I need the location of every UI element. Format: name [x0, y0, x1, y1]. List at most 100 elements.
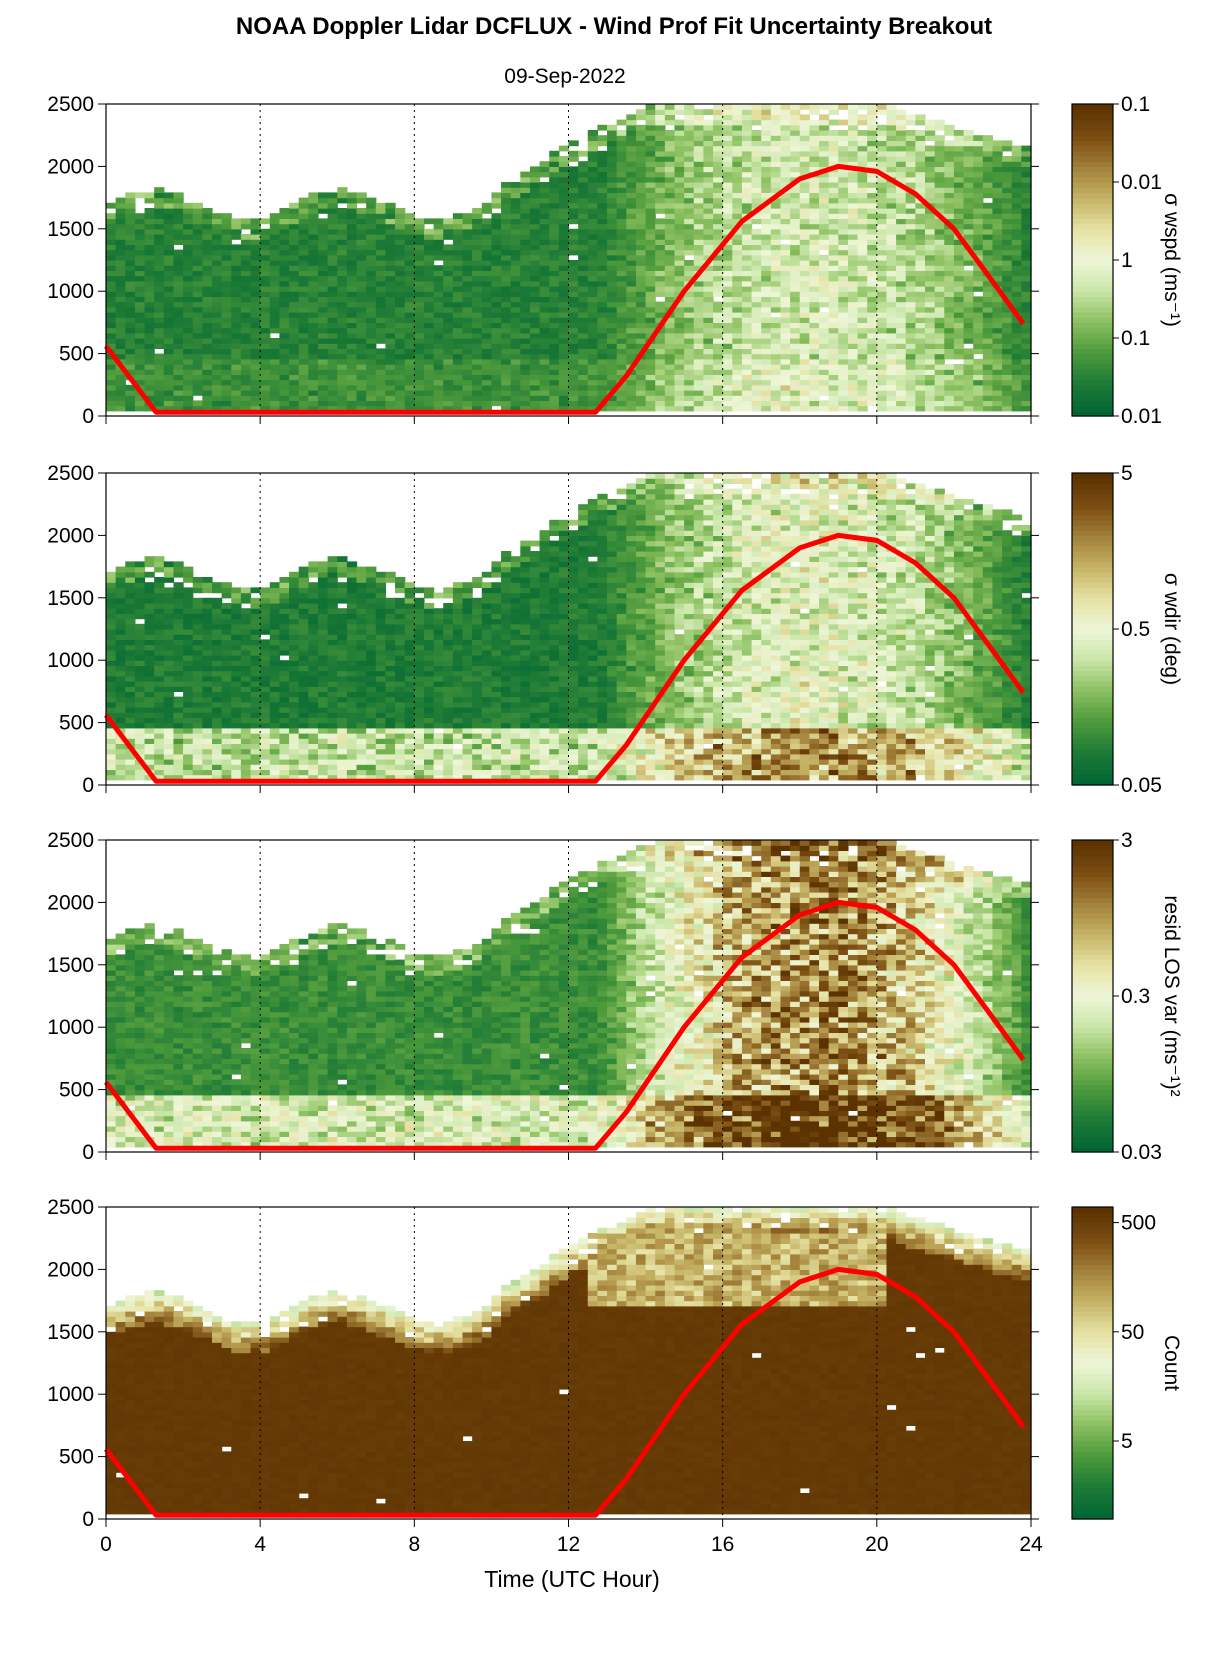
- heatmap-cell: [982, 280, 994, 287]
- heatmap-cell: [655, 390, 666, 396]
- heatmap-cell: [655, 202, 666, 209]
- heatmap-cell: [934, 208, 945, 214]
- heatmap-cell: [250, 306, 261, 313]
- heatmap-cell: [828, 400, 839, 407]
- heatmap-cell: [462, 343, 473, 349]
- heatmap-cell: [963, 384, 974, 391]
- heatmap-cell: [761, 124, 772, 131]
- heatmap-cell: [925, 369, 936, 375]
- heatmap-cell: [587, 244, 599, 251]
- heatmap-cell: [645, 390, 656, 396]
- heatmap-cell: [838, 405, 849, 412]
- heatmap-cell: [587, 218, 599, 225]
- heatmap-cell: [163, 701, 175, 708]
- heatmap-cell: [1021, 202, 1032, 209]
- heatmap-cell: [211, 374, 223, 381]
- heatmap-cell: [279, 317, 290, 323]
- heatmap-cell: [867, 390, 878, 396]
- heatmap-cell: [645, 275, 656, 282]
- heatmap-cell: [125, 603, 136, 609]
- heatmap-cell: [925, 145, 936, 152]
- heatmap-cell: [317, 400, 329, 407]
- heatmap-cell: [963, 374, 974, 381]
- heatmap-cell: [240, 223, 252, 230]
- heatmap-cell: [655, 223, 666, 230]
- heatmap-cell: [587, 280, 599, 287]
- heatmap-cell: [626, 312, 637, 318]
- heatmap-cell: [925, 332, 936, 339]
- heatmap-cell: [298, 218, 309, 225]
- heatmap-cell: [886, 218, 897, 225]
- heatmap-cell: [684, 109, 695, 115]
- heatmap-cell: [973, 306, 984, 313]
- heatmap-cell: [539, 254, 550, 261]
- heatmap-cell: [549, 156, 560, 162]
- heatmap-cell: [501, 202, 512, 209]
- heatmap-cell: [154, 317, 165, 323]
- heatmap-cell: [741, 343, 753, 349]
- heatmap-cell: [1011, 234, 1022, 240]
- heatmap-cell: [558, 332, 570, 339]
- heatmap-cell: [982, 156, 994, 162]
- heatmap-cell: [472, 384, 483, 391]
- heatmap-cell: [674, 119, 685, 126]
- heatmap-cell: [423, 353, 435, 360]
- heatmap-cell: [819, 124, 830, 131]
- heatmap-cell: [385, 239, 396, 245]
- heatmap-cell: [211, 218, 223, 225]
- heatmap-cell: [375, 275, 387, 282]
- heatmap-cell: [269, 353, 281, 360]
- heatmap-cell: [722, 182, 733, 188]
- heatmap-cell: [655, 166, 666, 173]
- heatmap-cell: [925, 156, 936, 162]
- heatmap-cell: [626, 291, 637, 297]
- heatmap-cell: [635, 208, 647, 214]
- heatmap-cell: [780, 197, 791, 204]
- heatmap-cell: [549, 364, 560, 370]
- heatmap-cell: [289, 239, 300, 245]
- heatmap-cell: [597, 332, 608, 339]
- heatmap-cell: [279, 228, 290, 235]
- heatmap-cell: [269, 213, 281, 219]
- heatmap-cell: [655, 140, 666, 147]
- heatmap-cell: [1021, 265, 1032, 271]
- heatmap-cell: [404, 369, 415, 375]
- heatmap-cell: [751, 296, 762, 303]
- heatmap-cell: [154, 675, 165, 682]
- heatmap-cell: [944, 379, 955, 386]
- heatmap-cell: [770, 343, 782, 349]
- heatmap-cell: [578, 244, 589, 251]
- heatmap-cell: [896, 228, 907, 235]
- heatmap-cell: [655, 348, 666, 355]
- heatmap-cell: [693, 400, 704, 407]
- heatmap-cell: [568, 239, 579, 245]
- heatmap-cell: [799, 286, 810, 292]
- heatmap-cell: [703, 254, 714, 261]
- heatmap-cell: [722, 130, 733, 136]
- heatmap-cell: [549, 223, 560, 230]
- heatmap-cell: [732, 202, 743, 209]
- heatmap-cell: [722, 161, 733, 167]
- heatmap-cell: [385, 395, 396, 401]
- heatmap-cell: [886, 306, 897, 313]
- heatmap-cell: [944, 228, 955, 235]
- colorbar-segment: [1072, 109, 1113, 115]
- heatmap-cell: [799, 353, 810, 360]
- heatmap-cell: [106, 691, 117, 698]
- heatmap-cell: [867, 213, 878, 219]
- heatmap-cell: [472, 364, 483, 370]
- heatmap-cell: [298, 322, 309, 329]
- heatmap-cell: [250, 296, 261, 303]
- heatmap-cell: [183, 405, 194, 412]
- heatmap-cell: [645, 124, 656, 131]
- heatmap-cell: [867, 119, 878, 126]
- heatmap-cell: [240, 234, 252, 240]
- heatmap-cell: [163, 327, 175, 334]
- heatmap-cell: [896, 176, 907, 183]
- heatmap-cell: [741, 135, 753, 141]
- heatmap-cell: [452, 254, 464, 261]
- heatmap-cell: [125, 597, 136, 604]
- heatmap-cell: [250, 390, 261, 396]
- heatmap-cell: [423, 327, 435, 334]
- heatmap-cell: [741, 291, 753, 297]
